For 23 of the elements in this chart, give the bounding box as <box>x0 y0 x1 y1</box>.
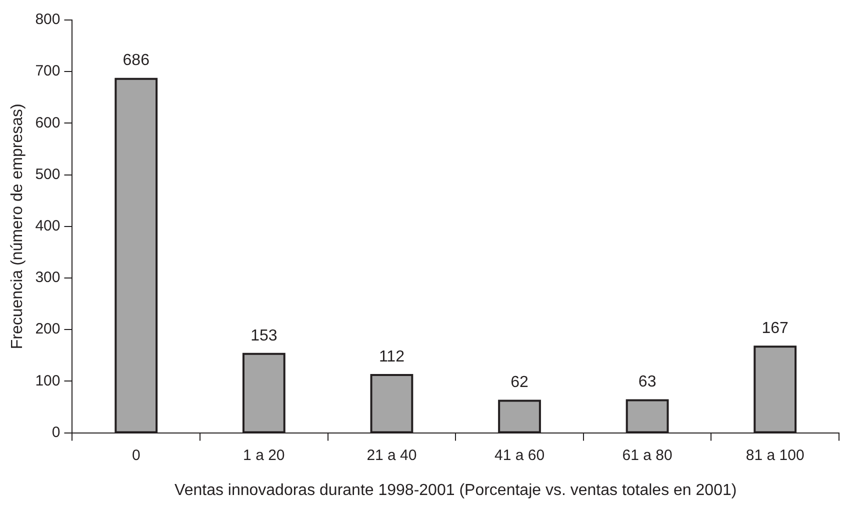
y-tick-label: 300 <box>35 269 60 286</box>
x-tick-label: 81 a 100 <box>746 446 804 464</box>
x-tick-label: 61 a 80 <box>622 446 672 464</box>
y-tick-label: 700 <box>35 62 60 80</box>
y-tick-label: 0 <box>52 424 60 441</box>
y-tick-label: 100 <box>35 372 60 390</box>
y-tick-label: 500 <box>35 166 60 183</box>
data-label: 686 <box>122 52 150 70</box>
y-axis-title: Frecuencia (número de empresas) <box>9 104 26 350</box>
x-tick-label: 41 a 60 <box>494 446 545 464</box>
data-label: 63 <box>638 374 656 391</box>
data-label: 153 <box>250 327 278 344</box>
y-tick-label: 600 <box>35 114 60 132</box>
x-axis-title: Ventas innovadoras durante 1998-2001 (Porcentaje vs. ventas totales en 2001) <box>174 482 737 499</box>
x-tick-label: 21 a 40 <box>366 446 417 464</box>
y-tick-label: 200 <box>35 320 60 338</box>
y-tick-label: 400 <box>35 218 60 235</box>
x-tick-label: 0 <box>132 446 140 464</box>
y-tick-label: 800 <box>35 11 60 28</box>
data-label: 112 <box>378 348 405 366</box>
data-label: 167 <box>762 320 789 338</box>
x-tick-label: 1 a 20 <box>243 446 285 464</box>
data-label: 62 <box>510 374 529 392</box>
